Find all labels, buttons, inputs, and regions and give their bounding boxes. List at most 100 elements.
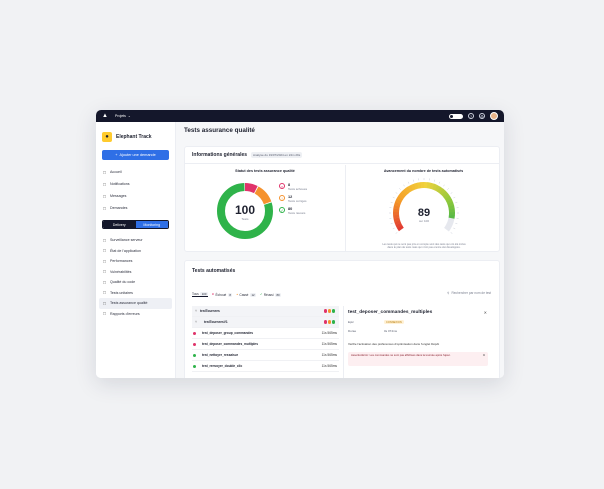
nav-item-3[interactable]: □ Demandes bbox=[96, 202, 175, 214]
gauge-segment bbox=[447, 202, 455, 208]
status-dot bbox=[193, 331, 196, 335]
status-legend: × 8 Tests échoués! 12 Tests corrigés ✓ 80 Tests… bbox=[279, 183, 307, 219]
monitoring-item-3[interactable]: □ Vulnérabilités bbox=[96, 267, 175, 278]
filter-3[interactable]: ✔ Réussi 80 bbox=[260, 292, 282, 297]
table-row[interactable]: test_deposer_group_commandes 11s 565ms bbox=[192, 328, 339, 339]
gauge-tick bbox=[390, 222, 393, 225]
sidebar-item-label: Performances bbox=[110, 259, 133, 264]
general-info-card: Informations générales Analyse du 19/07/… bbox=[184, 146, 500, 252]
table-row[interactable]: ˅ testTournees bbox=[192, 306, 339, 317]
progress-gauge: 89 sur 100 bbox=[389, 178, 459, 234]
question-icon[interactable]: ? bbox=[468, 113, 474, 119]
progress-sub: sur 100 bbox=[419, 219, 429, 223]
gauge-tick bbox=[390, 201, 393, 204]
gauge-tick bbox=[438, 181, 441, 184]
row-name: testTourneesV1 bbox=[204, 320, 228, 324]
error-alert: AssertionError: Les commandes ne sont pa… bbox=[348, 352, 488, 367]
nav-item-2[interactable]: □ Messages bbox=[96, 190, 175, 202]
error-message: AssertionError: Les commandes ne sont pa… bbox=[351, 354, 451, 358]
gauge-segment bbox=[396, 225, 404, 232]
gauge-tick bbox=[412, 179, 415, 182]
chevron-down-icon[interactable]: ˅ bbox=[195, 309, 197, 313]
gauge-segment bbox=[395, 222, 403, 229]
broken-icon: ● bbox=[236, 293, 238, 296]
detail-description: Vérifie l'activation des préférences d'o… bbox=[348, 342, 440, 347]
avatar[interactable] bbox=[490, 112, 498, 120]
gauge-segment bbox=[394, 220, 402, 226]
progress-value: 89 bbox=[418, 207, 430, 219]
gauge-tick bbox=[443, 184, 445, 187]
main-content: Tests assurance qualité Informations gén… bbox=[176, 122, 504, 378]
sidebar-item-label: État de l'application bbox=[110, 248, 142, 253]
filter-label: Réussi bbox=[263, 292, 274, 297]
sidebar-item-label: Accueil bbox=[110, 170, 122, 174]
gauge-segment bbox=[417, 182, 422, 189]
legend-item: × 8 Tests échoués bbox=[279, 183, 307, 191]
chevron-down-icon: ⌄ bbox=[127, 114, 131, 118]
monitoring-item-2[interactable]: □ Performances bbox=[96, 256, 175, 267]
brand-name: Elephant Track bbox=[116, 134, 152, 140]
filter-count: 80 bbox=[274, 292, 282, 297]
gauge-segment bbox=[446, 220, 454, 226]
gauge-tick bbox=[407, 181, 410, 184]
gauge-tick bbox=[453, 196, 456, 199]
app-logo-icon: ▲ bbox=[102, 113, 108, 119]
table-row[interactable]: test_renvoyer_double_clic 11s 565ms bbox=[192, 361, 339, 372]
sidebar: ● Elephant Track + Ajouter une demande □ A… bbox=[96, 122, 176, 378]
monitoring-item-0[interactable]: □ Surveillance serveur bbox=[96, 235, 175, 246]
gauge-segment bbox=[444, 195, 452, 202]
chevron-down-icon[interactable]: ˅ bbox=[195, 320, 197, 324]
sidebar-item-label: Tests unitaires bbox=[110, 290, 133, 295]
theme-toggle[interactable] bbox=[449, 113, 463, 119]
performance-icon: □ bbox=[103, 258, 106, 264]
gear-icon[interactable]: ⚙ bbox=[479, 113, 485, 119]
table-row[interactable]: ˅ testTourneesV1 bbox=[192, 317, 339, 328]
legend-label: Tests échoués bbox=[288, 187, 308, 191]
table-row[interactable]: test_deposer_commandes_multiples 11s 565m… bbox=[192, 339, 339, 350]
filter-label: Tous bbox=[192, 292, 199, 296]
epic-tag: CONNEXION bbox=[384, 320, 404, 325]
gauge-tick bbox=[395, 192, 398, 194]
monitoring-item-5[interactable]: □ Tests unitaires bbox=[96, 288, 175, 299]
monitoring-item-7[interactable]: □ Rapports d'erreurs bbox=[96, 309, 175, 320]
tab-monitoring[interactable]: Monitoring bbox=[135, 221, 168, 228]
monitoring-item-6[interactable]: □ Tests assurance qualité bbox=[99, 298, 172, 309]
code-icon: □ bbox=[103, 279, 106, 285]
home-icon: □ bbox=[103, 169, 106, 175]
sidebar-item-label: Vulnérabilités bbox=[110, 269, 132, 274]
project-selector[interactable]: Projets ⌄ bbox=[115, 114, 131, 118]
gauge-segment bbox=[402, 188, 409, 196]
add-request-button[interactable]: + Ajouter une demande bbox=[102, 150, 169, 160]
qa-icon: □ bbox=[103, 300, 106, 306]
row-duration: 11s 565ms bbox=[321, 342, 337, 346]
table-row[interactable]: test_nettoyer_ressaisur 11s 565ms bbox=[192, 350, 339, 361]
sidebar-item-label: Notifications bbox=[110, 182, 130, 186]
nav-item-1[interactable]: □ Notifications bbox=[96, 178, 175, 190]
test-tree: ˅ testTournees ˅ testTourneesV1 test_deposer… bbox=[192, 306, 339, 372]
filter-1[interactable]: ✖ Échoué 8 bbox=[212, 292, 233, 297]
gauge-segment bbox=[446, 198, 454, 205]
gauge-segment bbox=[393, 217, 401, 223]
app-state-icon: □ bbox=[103, 248, 106, 254]
plus-icon: + bbox=[115, 153, 118, 157]
gauge-segment bbox=[448, 205, 455, 210]
gauge-segment bbox=[405, 186, 412, 194]
search-icon: ⚲ bbox=[447, 291, 450, 295]
sidebar-item-label: Demandes bbox=[110, 206, 128, 210]
gauge-segment bbox=[393, 204, 400, 210]
copy-icon[interactable]: ⧉ bbox=[482, 353, 485, 358]
search-input[interactable]: ⚲ Rechercher par nom de test bbox=[447, 291, 491, 295]
gauge-segment bbox=[444, 225, 451, 232]
tab-delivery[interactable]: Delivery bbox=[103, 221, 136, 228]
nav-item-0[interactable]: □ Accueil bbox=[96, 166, 175, 178]
filter-2[interactable]: ● Cassé 12 bbox=[236, 292, 257, 297]
close-icon[interactable]: ✕ bbox=[483, 310, 487, 315]
gauge-segment bbox=[400, 190, 407, 198]
top-bar: ▲ Projets ⌄ ? ⚙ bbox=[96, 110, 504, 122]
gauge-segment bbox=[410, 183, 417, 191]
monitoring-item-4[interactable]: □ Qualité du code bbox=[96, 277, 175, 288]
monitoring-item-1[interactable]: □ État de l'application bbox=[96, 246, 175, 257]
analysis-badge: Analyse du 19/07/2024 en 24m 29s bbox=[251, 152, 303, 158]
filter-0[interactable]: Tous 100 bbox=[192, 292, 208, 297]
shield-icon: □ bbox=[103, 269, 106, 275]
